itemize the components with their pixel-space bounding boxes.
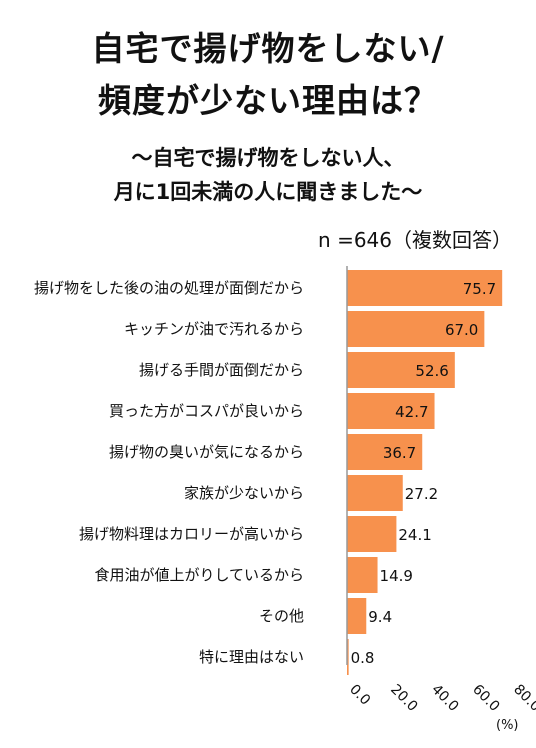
chart-subtitle-line-2: 月に1回未満の人に聞きました～	[113, 180, 423, 204]
value-label: 67.0	[445, 321, 478, 339]
category-label: 揚げる手間が面倒だから	[139, 361, 304, 379]
bar	[347, 475, 403, 511]
chart-subtitle-line-1: ～自宅で揚げ物をしない人、	[131, 146, 405, 170]
bar	[347, 270, 503, 306]
category-label: 買った方がコスパが良いから	[109, 402, 304, 420]
x-tick-label: 20.0	[387, 682, 420, 715]
category-label: 食用油が値上がりしているから	[94, 566, 304, 584]
chart-title-line-1: 自宅で揚げ物をしない/	[91, 29, 445, 68]
x-tick-label: 60.0	[469, 682, 502, 715]
x-tick-label: 40.0	[428, 682, 461, 715]
bar	[347, 639, 349, 675]
x-tick-label: 0.0	[346, 682, 373, 709]
bar	[347, 557, 378, 593]
value-label: 9.4	[368, 608, 392, 626]
bar	[347, 516, 397, 552]
category-label: キッチンが油で汚れるから	[124, 320, 304, 338]
value-label: 42.7	[395, 403, 428, 421]
category-label: 揚げ物の臭いが気になるから	[109, 443, 304, 461]
value-label: 27.2	[405, 485, 438, 503]
bar	[347, 598, 367, 634]
value-label: 0.8	[351, 649, 375, 667]
bar	[347, 311, 485, 347]
category-label: 揚げ物をした後の油の処理が面倒だから	[34, 279, 304, 297]
value-label: 75.7	[463, 280, 496, 298]
value-label: 36.7	[383, 444, 416, 462]
axis-unit-label: (%)	[496, 718, 519, 733]
category-label: 特に理由はない	[199, 648, 304, 666]
sample-size-note: n =646（複数回答）	[318, 228, 512, 252]
x-tick-label: 80.0	[510, 682, 536, 715]
value-label: 24.1	[398, 526, 431, 544]
value-label: 52.6	[415, 362, 448, 380]
value-label: 14.9	[380, 567, 413, 585]
bar	[347, 434, 423, 470]
bar	[347, 352, 455, 388]
chart-title-line-2: 頻度が少ない理由は？	[98, 81, 438, 120]
category-label: 揚げ物料理はカロリーが高いから	[79, 525, 304, 543]
category-label: 家族が少ないから	[184, 484, 304, 502]
category-label: その他	[259, 607, 304, 625]
bar	[347, 393, 435, 429]
